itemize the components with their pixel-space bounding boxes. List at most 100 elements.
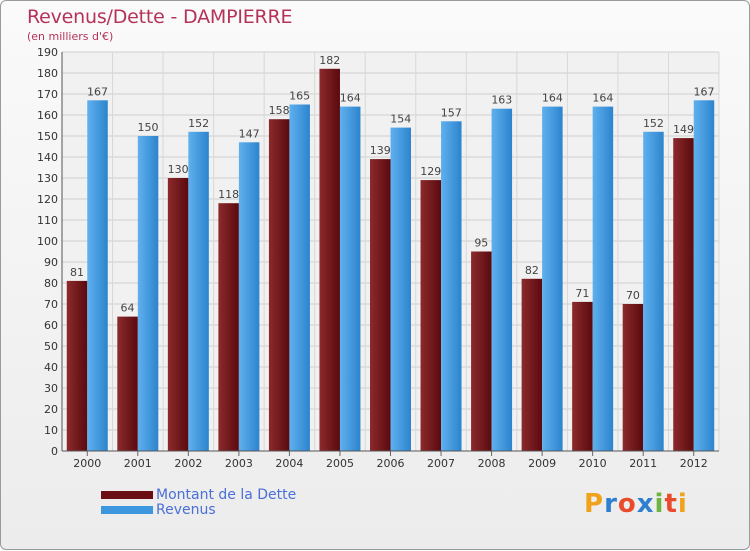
bar-revenus xyxy=(441,121,462,452)
data-label-revenus: 147 xyxy=(239,127,260,140)
y-tick-label: 80 xyxy=(44,277,58,290)
data-label-dette: 71 xyxy=(575,287,589,300)
y-tick-label: 160 xyxy=(37,109,58,122)
data-label-dette: 70 xyxy=(626,289,640,302)
data-label-revenus: 157 xyxy=(441,106,462,119)
data-label-dette: 182 xyxy=(319,54,340,67)
data-label-revenus: 164 xyxy=(592,92,613,105)
y-tick-label: 140 xyxy=(37,151,58,164)
bar-revenus xyxy=(693,100,715,452)
bar-revenus xyxy=(491,108,513,451)
x-tick-label: 2000 xyxy=(73,457,101,470)
data-label-dette: 139 xyxy=(370,144,391,157)
bar-revenus xyxy=(137,136,159,451)
logo-letter: P xyxy=(584,489,605,519)
chart-title: Revenus/Dette - DAMPIERRE xyxy=(27,6,293,28)
data-label-revenus: 167 xyxy=(693,85,714,98)
data-label-revenus: 163 xyxy=(491,94,512,107)
x-tick-label: 2011 xyxy=(629,457,657,470)
logo-letter: i xyxy=(677,489,688,519)
data-label-revenus: 150 xyxy=(138,121,159,134)
data-label-dette: 95 xyxy=(474,237,488,250)
logo-letter: r xyxy=(604,489,618,519)
y-tick-label: 90 xyxy=(44,256,58,269)
bar-dette xyxy=(673,138,694,451)
bar-dette xyxy=(319,68,340,452)
y-tick-label: 120 xyxy=(37,193,58,206)
y-tick-label: 130 xyxy=(37,172,58,185)
bar-revenus xyxy=(188,131,209,452)
bar-dette xyxy=(268,119,290,451)
y-tick-label: 60 xyxy=(44,319,58,332)
x-tick-label: 2012 xyxy=(680,457,708,470)
bar-dette xyxy=(521,278,543,451)
x-tick-label: 2004 xyxy=(275,457,303,470)
bar-dette xyxy=(66,280,88,451)
bar-revenus xyxy=(542,106,563,451)
data-label-revenus: 164 xyxy=(542,92,563,105)
data-label-revenus: 154 xyxy=(390,113,411,126)
y-tick-label: 150 xyxy=(37,130,58,143)
bar-revenus xyxy=(643,131,664,452)
y-tick-label: 190 xyxy=(37,46,58,59)
x-tick-label: 2008 xyxy=(478,457,506,470)
y-tick-label: 20 xyxy=(44,403,58,416)
logo-letter: x xyxy=(636,489,655,519)
y-tick-label: 110 xyxy=(37,214,58,227)
logo-letter: i xyxy=(654,489,665,519)
y-tick-label: 70 xyxy=(44,298,58,311)
data-label-dette: 149 xyxy=(673,123,694,136)
bar-dette xyxy=(420,180,442,451)
data-label-dette: 82 xyxy=(525,264,539,277)
data-label-revenus: 167 xyxy=(87,85,108,98)
bar-revenus xyxy=(289,104,310,451)
proxiti-logo: Proxiti xyxy=(584,489,688,519)
x-tick-label: 2005 xyxy=(326,457,354,470)
bar-dette xyxy=(370,159,391,451)
bar-revenus xyxy=(87,100,108,452)
bar-dette xyxy=(117,316,138,451)
x-tick-label: 2001 xyxy=(124,457,152,470)
bar-dette xyxy=(167,178,189,451)
logo-letter: t xyxy=(664,489,678,519)
x-tick-label: 2010 xyxy=(579,457,607,470)
data-label-revenus: 164 xyxy=(340,92,361,105)
y-tick-label: 30 xyxy=(44,382,58,395)
data-label-revenus: 165 xyxy=(289,90,310,103)
legend-swatch-dette xyxy=(101,491,153,499)
data-label-dette: 130 xyxy=(168,163,189,176)
bar-revenus xyxy=(339,106,361,451)
legend-label-revenus: Revenus xyxy=(156,502,216,518)
bar-dette xyxy=(218,203,239,451)
legend-swatch-revenus xyxy=(101,506,153,514)
data-label-revenus: 152 xyxy=(188,117,209,130)
y-tick-label: 100 xyxy=(37,235,58,248)
data-label-dette: 158 xyxy=(269,104,290,117)
x-tick-label: 2007 xyxy=(427,457,455,470)
data-label-dette: 64 xyxy=(121,302,135,315)
x-tick-label: 2003 xyxy=(225,457,253,470)
x-tick-label: 2006 xyxy=(377,457,405,470)
bar-dette xyxy=(572,301,593,451)
y-tick-label: 40 xyxy=(44,361,58,374)
bar-revenus xyxy=(390,127,411,451)
x-tick-label: 2009 xyxy=(528,457,556,470)
data-label-dette: 118 xyxy=(218,188,239,201)
y-tick-label: 0 xyxy=(51,445,58,458)
bar-revenus xyxy=(238,142,260,452)
bar-dette xyxy=(471,251,492,451)
chart-subtitle: (en milliers d'€) xyxy=(27,30,114,43)
data-label-revenus: 152 xyxy=(643,117,664,130)
data-label-dette: 81 xyxy=(70,266,84,279)
logo-letter: o xyxy=(617,489,637,519)
y-tick-label: 180 xyxy=(37,67,58,80)
bar-revenus xyxy=(592,106,614,451)
y-tick-label: 170 xyxy=(37,88,58,101)
data-label-dette: 129 xyxy=(420,165,441,178)
y-tick-label: 10 xyxy=(44,424,58,437)
x-tick-label: 2002 xyxy=(174,457,202,470)
legend-label-dette: Montant de la Dette xyxy=(156,487,297,503)
y-tick-label: 50 xyxy=(44,340,58,353)
